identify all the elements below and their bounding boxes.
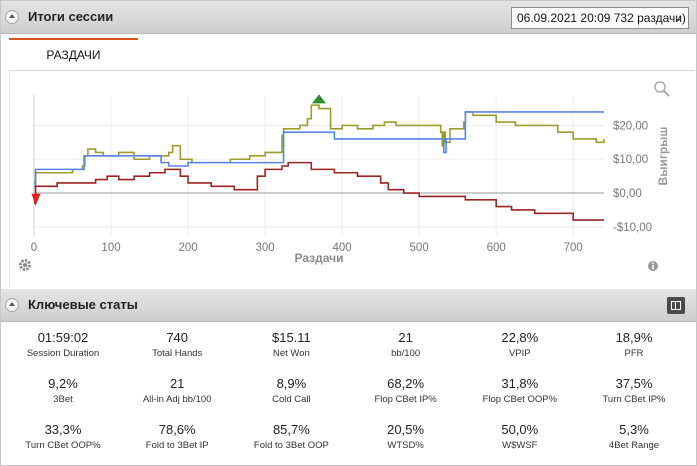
- stat-item: $15.11 Net Won: [234, 330, 348, 359]
- stat-item: 20,5% WTSD%: [349, 422, 463, 451]
- stat-value: $15.11: [271, 330, 311, 345]
- x-axis-label: Раздачи: [295, 251, 344, 265]
- series-line-2: [34, 161, 604, 221]
- session-select-value: 06.09.2021 20:09 732 раздачи): [517, 11, 686, 25]
- stat-label: Flop CBet OOP%: [482, 394, 558, 405]
- stat-value: 8,9%: [276, 376, 307, 391]
- stat-value: 21: [169, 376, 185, 391]
- chart-panel: 0 100 200 300 400 500 600 700 $20,00 $10,00 $0,00…: [9, 70, 696, 288]
- stat-item: 33,3% Turn CBet OOP%: [6, 422, 120, 451]
- key-stats-header: Ключевые статы: [1, 289, 696, 322]
- series-line-1: [34, 111, 604, 188]
- stat-value: 33,3%: [44, 422, 82, 437]
- tab-hands[interactable]: РАЗДАЧИ: [9, 38, 138, 70]
- collapse-session-button[interactable]: [5, 10, 19, 24]
- stat-value: 50,0%: [501, 422, 539, 437]
- session-select[interactable]: 06.09.2021 20:09 732 раздачи) ⌄: [511, 7, 689, 29]
- gear-icon[interactable]: [19, 259, 31, 271]
- stat-label: bb/100: [391, 348, 421, 359]
- stat-item: 5,3% 4Bet Range: [577, 422, 691, 451]
- stat-label: Session Duration: [26, 348, 100, 359]
- x-tick-label: 500: [410, 242, 429, 254]
- stat-value: 9,2%: [48, 376, 78, 391]
- x-tick-label: 300: [255, 242, 274, 254]
- stat-value: 78,6%: [158, 422, 196, 437]
- stat-label: Turn CBet IP%: [602, 394, 666, 405]
- stat-value: 68,2%: [387, 376, 425, 391]
- x-tick-label: 400: [333, 242, 352, 254]
- stat-label: Net Won: [272, 348, 310, 359]
- x-tick-label: 200: [178, 242, 197, 254]
- stat-label: All-in Adj bb/100: [142, 394, 212, 405]
- y-tick-label: $20,00: [613, 120, 648, 132]
- stat-label: Flop CBet IP%: [374, 394, 437, 405]
- session-summary-title: Итоги сессии: [28, 9, 114, 24]
- winnings-chart: 0 100 200 300 400 500 600 700 $20,00 $10,00 $0,00…: [19, 81, 670, 271]
- stat-item: 78,6% Fold to 3Bet IP: [120, 422, 234, 451]
- stat-label: Total Hands: [152, 348, 203, 359]
- series-line-0: [34, 104, 605, 184]
- x-tick-label: 600: [487, 242, 506, 254]
- stat-item: 21 All-in Adj bb/100: [120, 376, 234, 405]
- stat-label: 3Bet: [53, 394, 73, 405]
- stat-label: Turn CBet OOP%: [25, 440, 101, 451]
- stat-value: 740: [166, 330, 189, 345]
- stat-label: VPIP: [508, 348, 531, 359]
- stat-label: WTSD%: [387, 440, 424, 451]
- layout-toggle-button[interactable]: [667, 297, 685, 314]
- info-icon[interactable]: [648, 261, 658, 271]
- stat-item: 8,9% Cold Call: [234, 376, 348, 405]
- max-marker: [312, 94, 326, 104]
- stat-value: 22,8%: [501, 330, 539, 345]
- stat-value: 37,5%: [615, 376, 653, 391]
- stat-item: 740 Total Hands: [120, 330, 234, 359]
- y-tick-label: $10,00: [613, 154, 648, 166]
- stat-value: 5,3%: [619, 422, 649, 437]
- stat-label: Fold to 3Bet IP: [145, 440, 209, 451]
- y-tick-label: $0,00: [613, 188, 642, 200]
- stat-label: Fold to 3Bet OOP: [253, 440, 329, 451]
- chevron-down-icon: ⌄: [673, 12, 683, 24]
- zoom-icon[interactable]: [654, 81, 670, 97]
- stat-item: 68,2% Flop CBet IP%: [349, 376, 463, 405]
- x-tick-label: 100: [101, 242, 120, 254]
- collapse-key-stats-button[interactable]: [5, 298, 19, 312]
- chart-grid: [33, 95, 604, 237]
- stat-item: 31,8% Flop CBet OOP%: [463, 376, 577, 405]
- x-axis-ticks: 0 100 200 300 400 500 600 700: [31, 242, 583, 254]
- key-stats-title: Ключевые статы: [28, 297, 138, 312]
- stat-value: 18,9%: [615, 330, 653, 345]
- stat-label: W$WSF: [502, 440, 538, 451]
- tabs-divider: [9, 70, 695, 71]
- y-axis-label: Выигрыш: [656, 127, 670, 186]
- min-marker: [31, 193, 41, 206]
- stat-item: 18,9% PFR: [577, 330, 691, 359]
- x-tick-label: 0: [31, 242, 37, 254]
- stat-label: Cold Call: [272, 394, 311, 405]
- stat-item: 22,8% VPIP: [463, 330, 577, 359]
- stat-value: 31,8%: [501, 376, 539, 391]
- stat-item: 01:59:02 Session Duration: [6, 330, 120, 359]
- y-axis-ticks: $20,00 $10,00 $0,00 -$10,00: [613, 120, 652, 233]
- stat-label: 4Bet Range: [608, 440, 660, 451]
- stat-item: 37,5% Turn CBet IP%: [577, 376, 691, 405]
- tab-hands-label: РАЗДАЧИ: [46, 48, 101, 62]
- stat-item: 9,2% 3Bet: [6, 376, 120, 405]
- stat-value: 01:59:02: [37, 330, 89, 345]
- chart-markers: [31, 94, 326, 206]
- stat-label: PFR: [624, 348, 644, 359]
- session-summary-header: Итоги сессии 06.09.2021 20:09 732 раздач…: [1, 1, 696, 34]
- stat-item: 50,0% W$WSF: [463, 422, 577, 451]
- stat-value: 21: [398, 330, 413, 345]
- stat-value: 20,5%: [387, 422, 425, 437]
- chart-series: [34, 104, 605, 221]
- stat-value: 85,7%: [272, 422, 310, 437]
- stat-item: 21 bb/100: [349, 330, 463, 359]
- x-tick-label: 700: [564, 242, 583, 254]
- y-tick-label: -$10,00: [613, 222, 652, 234]
- stat-item: 85,7% Fold to 3Bet OOP: [234, 422, 348, 451]
